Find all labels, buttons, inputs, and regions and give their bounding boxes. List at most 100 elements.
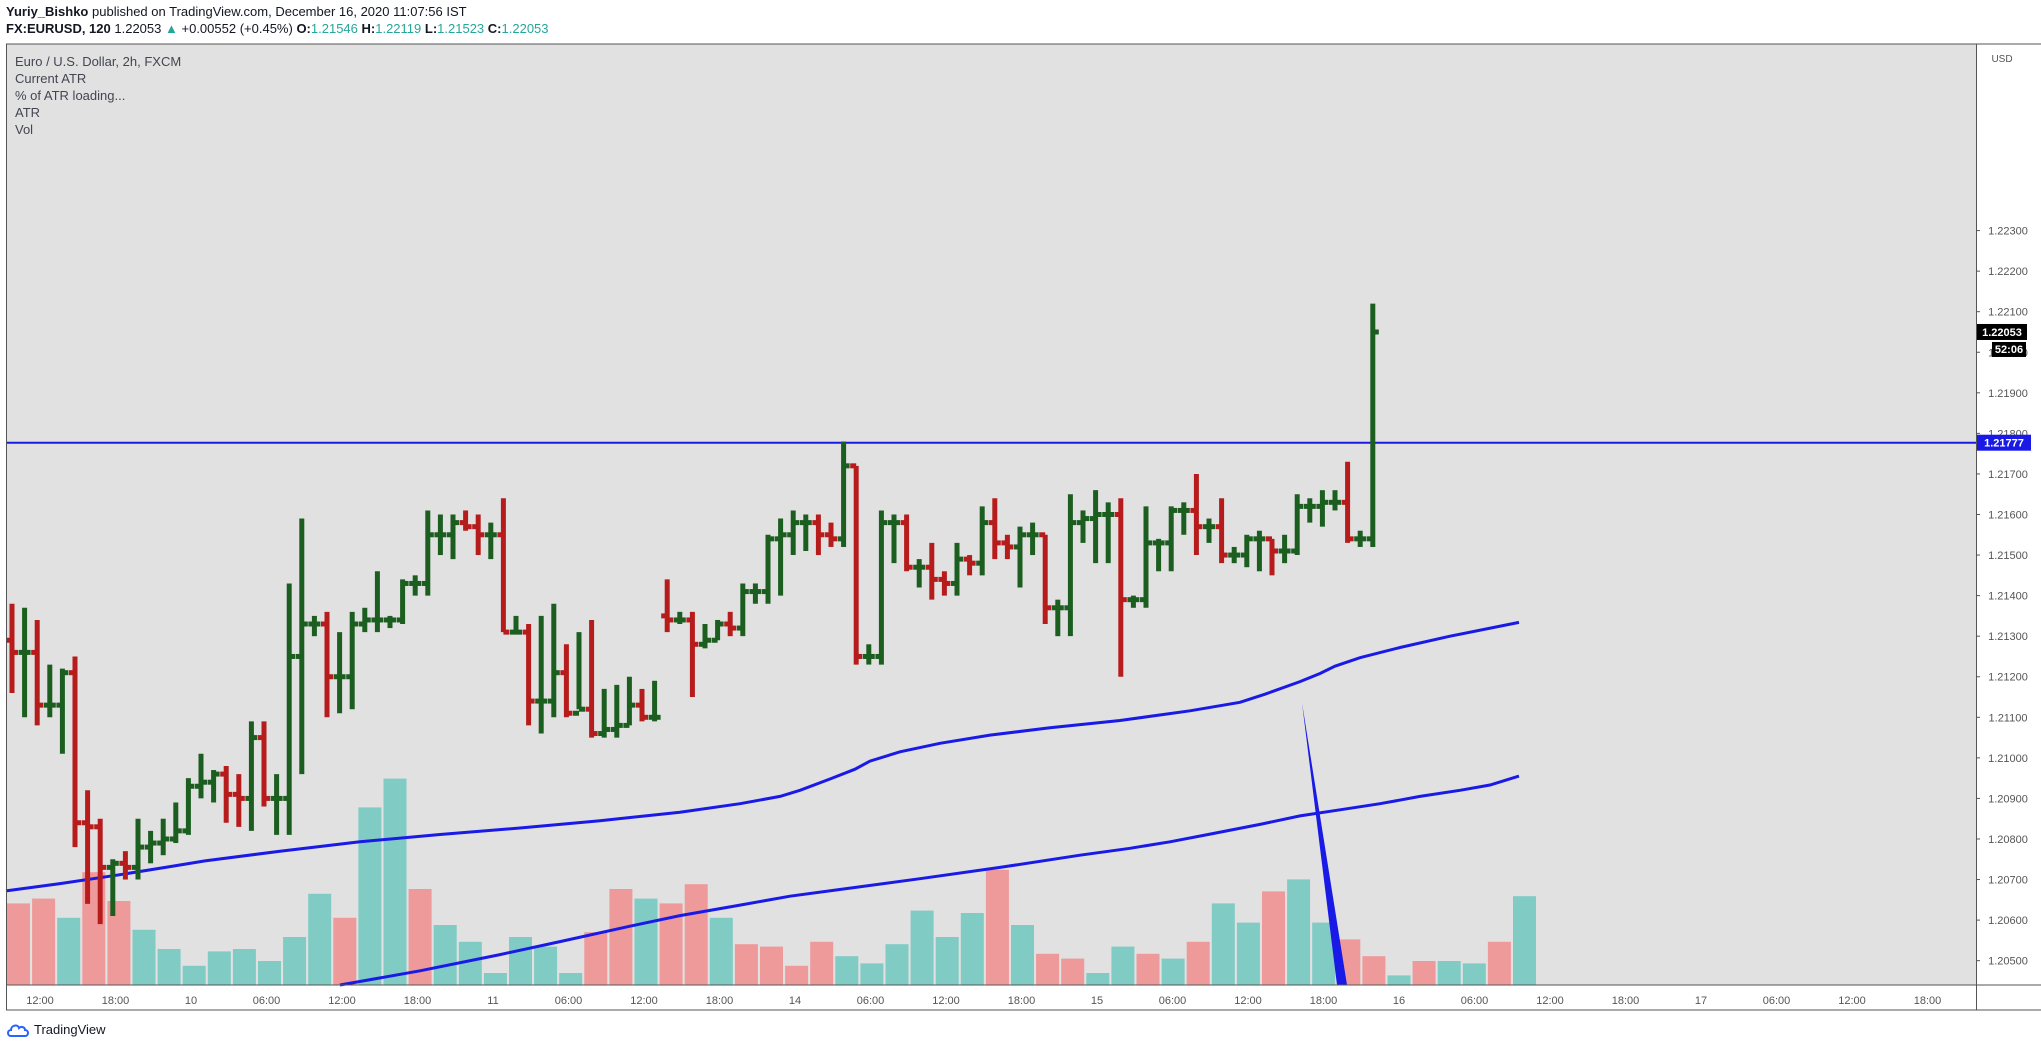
ohlc-bar xyxy=(358,607,371,633)
volume-bar xyxy=(785,965,809,985)
ohlc-bar xyxy=(1291,494,1304,556)
author-name[interactable]: Yuriy_Bishko xyxy=(6,4,89,19)
ohlc-bar xyxy=(220,765,233,823)
x-tick-label: 18:00 xyxy=(1008,995,1036,1007)
ohlc-bar xyxy=(1240,534,1253,568)
ohlc-bar xyxy=(459,510,472,531)
ohlc-bar xyxy=(812,514,825,556)
ohlc-bar xyxy=(686,611,699,698)
volume-bar xyxy=(232,949,256,985)
ma-slow-line xyxy=(339,774,1520,987)
time-axis[interactable]: 12:00 18:00 10 06:00 12:00 18:00 11 06:00 12:00 1… xyxy=(26,995,1941,1007)
y-tick-label: 1.21400 xyxy=(1988,591,2028,603)
ohlc-bar xyxy=(447,514,459,560)
volume-bar xyxy=(1513,896,1536,985)
volume-bar xyxy=(985,869,1009,985)
atr-arrow xyxy=(1302,702,1347,985)
open-label: O: xyxy=(296,21,311,36)
ohlc-bar xyxy=(988,498,1001,560)
ohlc-bar xyxy=(283,583,296,835)
symbol-label[interactable]: FX:EURUSD, 120 xyxy=(6,21,111,36)
y-tick-label: 1.21200 xyxy=(1988,672,2028,684)
ohlc-bar xyxy=(1329,490,1341,511)
ohlc-bar xyxy=(636,688,648,722)
x-tick-label: 06:00 xyxy=(555,995,583,1007)
volume-bar xyxy=(1462,963,1486,985)
legend-item-vol[interactable]: Vol xyxy=(15,122,34,137)
legend-title[interactable]: Euro / U.S. Dollar, 2h, FXCM xyxy=(15,54,182,69)
volume-bar xyxy=(885,944,909,985)
ohlc-bar xyxy=(346,611,359,710)
x-tick-label: 15 xyxy=(1091,995,1103,1007)
ohlc-bar xyxy=(81,790,94,904)
y-tick-label: 1.21000 xyxy=(1988,753,2028,765)
footer-brand[interactable]: TradingView xyxy=(6,1022,106,1037)
x-tick-label: 16 xyxy=(1393,995,1405,1007)
hline-price-tag-text: 1.21777 xyxy=(1984,438,2024,450)
ohlc-bar xyxy=(1064,494,1077,637)
volume-bar xyxy=(1036,953,1060,985)
volume-bar xyxy=(509,937,532,985)
ohlc-bar xyxy=(258,721,270,807)
ohlc-bar xyxy=(888,514,900,564)
chart-legend: Euro / U.S. Dollar, 2h, FXCM Current ATR… xyxy=(15,53,181,138)
ohlc-bar xyxy=(132,818,144,880)
plot-background xyxy=(6,44,1976,985)
y-tick-label: 1.21500 xyxy=(1988,550,2028,562)
published-text: published on TradingView.com, December 1… xyxy=(92,4,467,19)
ohlc-bar xyxy=(938,571,951,596)
ohlc-bar xyxy=(762,534,774,604)
volume-bar xyxy=(709,917,733,985)
ohlc-bar xyxy=(1140,506,1152,608)
ohlc-bar xyxy=(623,676,636,728)
ohlc-bar xyxy=(1165,506,1178,572)
ohlc-bar xyxy=(195,753,207,799)
hline-price-tag xyxy=(1977,434,2031,451)
ohlc-bar xyxy=(1366,303,1379,547)
y-tick-label: 1.22300 xyxy=(1988,226,2028,238)
ohlc-bar xyxy=(1177,502,1190,535)
ohlc-bar xyxy=(56,668,69,754)
ohlc-bar xyxy=(1051,599,1064,637)
ohlc-bar xyxy=(1341,461,1354,543)
x-tick-label: 12:00 xyxy=(630,995,658,1007)
legend-item-atr[interactable]: ATR xyxy=(15,105,41,120)
last-price-tag xyxy=(1977,323,2027,340)
ohlc-bar xyxy=(648,680,661,722)
volume-bar xyxy=(960,913,984,985)
y-tick-label: 1.21900 xyxy=(1988,388,2028,400)
ma-fast-line xyxy=(5,620,1520,893)
ohlc-bar xyxy=(1114,498,1127,677)
ohlc-bar xyxy=(1001,534,1014,560)
ohlc-bar xyxy=(1089,490,1102,564)
volume-bar xyxy=(283,937,307,985)
volume-bar xyxy=(207,951,231,985)
ohlc-bar xyxy=(182,778,195,835)
ohlc-bar xyxy=(951,542,963,596)
volume-bar xyxy=(1211,903,1235,985)
ohlc-bar xyxy=(711,619,724,643)
volume-bar xyxy=(1136,953,1160,985)
volume-bar xyxy=(1186,941,1210,985)
ohlc-bar xyxy=(371,571,384,633)
ohlc-bar xyxy=(69,656,81,848)
ohlc-bar xyxy=(421,510,434,596)
publisher-line: Yuriy_Bishko published on TradingView.co… xyxy=(6,4,467,19)
countdown-tag-text: 52:06 xyxy=(1995,344,2023,356)
volume-bar xyxy=(910,910,934,985)
volume-bar xyxy=(534,946,558,985)
y-tick-label: 1.20700 xyxy=(1988,875,2028,887)
legend-item-pct-atr[interactable]: % of ATR loading... xyxy=(15,88,126,103)
volume-bar xyxy=(1387,975,1411,985)
ohlc-bar xyxy=(308,615,321,637)
ohlc-bar xyxy=(1039,532,1052,625)
ohlc-bar xyxy=(232,774,245,827)
x-tick-label: 06:00 xyxy=(1461,995,1489,1007)
legend-item-current-atr[interactable]: Current ATR xyxy=(15,71,87,86)
volume-bar xyxy=(1086,973,1110,985)
y-tick-label: 1.22200 xyxy=(1988,266,2028,278)
x-tick-label: 06:00 xyxy=(253,995,281,1007)
ohlc-bar xyxy=(157,818,170,856)
ohlc-bar xyxy=(1077,510,1089,543)
